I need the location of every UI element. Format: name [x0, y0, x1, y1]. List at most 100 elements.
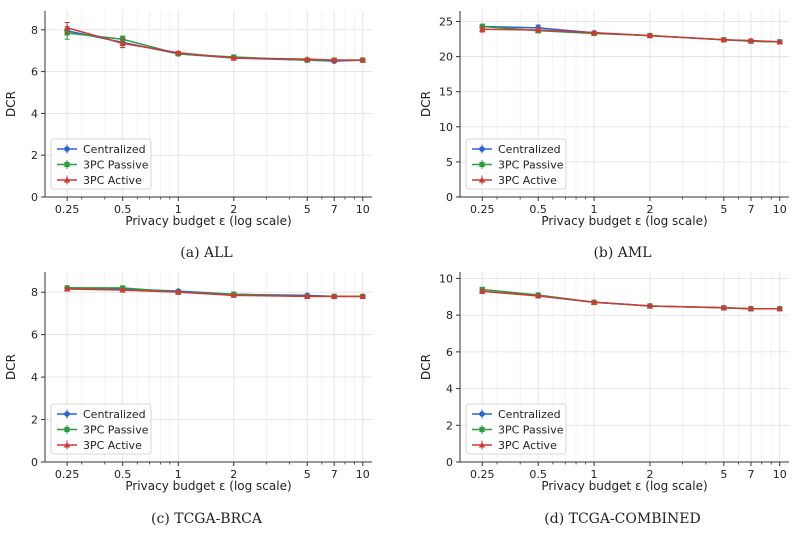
- y-tick-label: 4: [446, 383, 453, 396]
- y-tick-label: 0: [31, 191, 38, 204]
- x-tick-label: 5: [720, 468, 727, 481]
- y-tick-label: 0: [31, 456, 38, 469]
- y-tick-label: 2: [446, 419, 453, 432]
- x-axis-label: Privacy budget ε (log scale): [541, 214, 707, 228]
- series-3pc-active: [479, 288, 783, 312]
- x-tick-label: 10: [356, 468, 370, 481]
- x-tick-label: 7: [331, 468, 338, 481]
- data-point: [646, 32, 654, 39]
- y-axis-label: DCR: [419, 354, 433, 380]
- legend-swatch-marker: [63, 176, 71, 183]
- y-tick-label: 8: [446, 309, 453, 322]
- y-axis-label: DCR: [4, 91, 18, 117]
- data-point: [304, 293, 311, 299]
- legend-swatch-marker: [478, 176, 486, 183]
- x-tick-label: 1: [591, 468, 598, 481]
- data-point: [175, 288, 182, 295]
- legend-swatch-marker: [64, 426, 70, 433]
- x-tick-label: 1: [175, 203, 182, 216]
- x-axis-label: Privacy budget ε (log scale): [541, 479, 707, 493]
- data-point: [230, 292, 237, 298]
- data-point: [590, 29, 598, 36]
- legend-box: [50, 138, 152, 190]
- y-tick-label: 25: [439, 16, 453, 29]
- y-tick-label: 8: [31, 24, 38, 37]
- legend-swatch-marker: [64, 161, 70, 168]
- series-3pc-active: [63, 21, 366, 63]
- y-axis-label: DCR: [4, 354, 18, 380]
- x-tick-label: 10: [356, 203, 370, 216]
- data-point: [534, 292, 542, 299]
- data-point: [330, 293, 338, 299]
- legend-entry: 3PC Passive: [498, 159, 564, 172]
- legend-swatch-marker: [63, 441, 71, 448]
- y-tick-label: 6: [446, 346, 453, 359]
- x-tick-label: 0.25: [470, 203, 495, 216]
- series-centralized: [64, 28, 366, 64]
- legend-entry: 3PC Passive: [83, 159, 149, 172]
- data-point: [776, 305, 783, 312]
- x-tick-label: 2: [230, 203, 237, 216]
- data-point: [175, 49, 182, 56]
- panel-caption: (b) AML: [593, 245, 651, 261]
- x-tick-label: 0.5: [114, 468, 132, 481]
- y-tick-label: 0: [446, 191, 453, 204]
- legend-swatch-marker: [479, 411, 485, 417]
- x-axis-label: Privacy budget ε (log scale): [125, 479, 291, 493]
- legend-entry: 3PC Active: [498, 174, 557, 187]
- data-point: [230, 54, 237, 61]
- x-tick-label: 0.5: [114, 203, 132, 216]
- data-point: [304, 55, 311, 62]
- y-tick-label: 8: [31, 286, 38, 299]
- data-point: [534, 26, 542, 33]
- x-tick-label: 10: [773, 468, 787, 481]
- legend: Centralized 3PC Passive 3PC Active: [50, 403, 152, 455]
- legend-box: [465, 138, 567, 190]
- x-tick-label: 1: [175, 468, 182, 481]
- data-point: [590, 299, 598, 305]
- data-point: [119, 40, 126, 46]
- x-tick-label: 7: [747, 468, 754, 481]
- data-point: [119, 286, 126, 293]
- legend-entry: 3PC Active: [83, 439, 142, 452]
- x-tick-label: 2: [646, 468, 653, 481]
- data-point: [359, 293, 366, 299]
- legend-entry: 3PC Passive: [498, 424, 564, 437]
- y-tick-label: 5: [446, 156, 453, 169]
- data-point: [747, 305, 755, 312]
- legend-swatch-marker: [64, 411, 70, 417]
- x-tick-label: 5: [304, 468, 311, 481]
- series-line: [482, 288, 780, 310]
- y-tick-label: 2: [31, 414, 38, 427]
- data-point: [359, 56, 366, 63]
- data-point: [747, 37, 755, 44]
- legend-entry: 3PC Active: [498, 439, 557, 452]
- series-3pc-active: [479, 25, 783, 45]
- panel-tcga-brca: 0 2 4 6 8 0.25 0.5 1 2 5 7 10 Privacy budget ε (log …: [4, 272, 372, 527]
- data-point: [330, 56, 338, 63]
- legend-entry: Centralized: [498, 143, 561, 156]
- x-tick-label: 2: [646, 203, 653, 216]
- x-tick-label: 1: [591, 203, 598, 216]
- legend-entry: Centralized: [83, 408, 146, 421]
- data-point: [720, 36, 728, 43]
- y-tick-label: 10: [439, 272, 453, 285]
- data-point: [479, 26, 486, 32]
- legend-entry: 3PC Active: [83, 174, 142, 187]
- legend: Centralized 3PC Passive 3PC Active: [50, 138, 152, 190]
- legend-box: [50, 403, 152, 455]
- panel-caption: (a) ALL: [180, 245, 232, 261]
- legend-swatch-marker: [479, 426, 485, 433]
- y-tick-label: 4: [31, 107, 38, 120]
- legend-swatch-marker: [478, 441, 486, 448]
- data-point: [646, 302, 654, 309]
- y-tick-label: 10: [439, 121, 453, 134]
- data-point: [720, 304, 728, 311]
- x-tick-label: 0.25: [55, 468, 80, 481]
- legend-swatch-marker: [479, 161, 485, 168]
- x-tick-label: 5: [720, 203, 727, 216]
- y-tick-label: 20: [439, 51, 453, 64]
- data-point: [63, 285, 71, 292]
- x-tick-label: 7: [747, 203, 754, 216]
